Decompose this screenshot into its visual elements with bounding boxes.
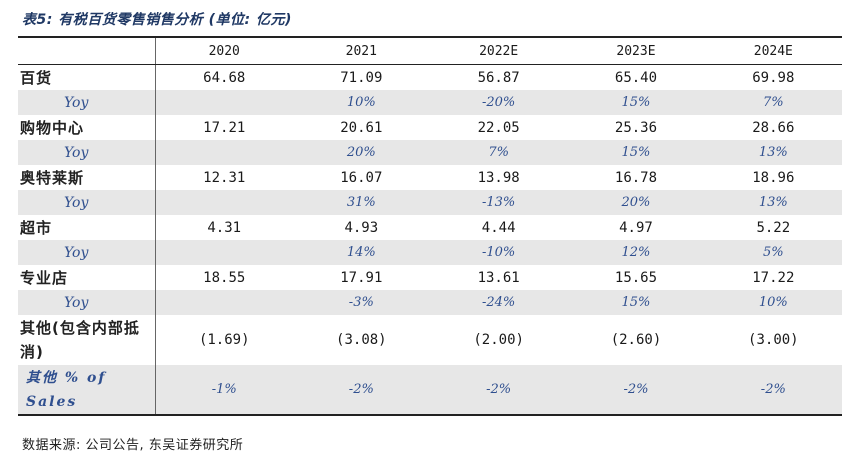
value-cell: -20% <box>429 90 568 115</box>
value-cell <box>155 90 293 115</box>
value-cell: 5% <box>704 240 842 265</box>
value-cell <box>155 140 293 165</box>
value-cell: (2.00) <box>473 332 524 348</box>
value-cell: -3% <box>292 290 430 315</box>
row-label: Yoy <box>18 240 156 265</box>
value-cell: 18.55 <box>203 269 246 286</box>
value-cell: 15% <box>567 90 705 115</box>
value-cell: 20.61 <box>340 119 383 136</box>
table-row: 其他 % of Sales -1% -2% -2% -2% -2% <box>18 365 842 416</box>
row-label: 其他(包含内部抵消) <box>18 315 156 365</box>
value-cell: 22.05 <box>477 119 520 136</box>
value-cell: (3.08) <box>336 332 387 348</box>
row-label: Yoy <box>18 190 156 215</box>
value-cell: 65.40 <box>614 69 658 86</box>
table-title: 表5: 有税百货零售销售分析 (单位: 亿元) <box>22 12 292 28</box>
value-cell: 14% <box>292 240 430 265</box>
table-row: Yoy 10% -20% 15% 7% <box>18 90 842 115</box>
value-cell: 15.65 <box>614 269 658 286</box>
value-cell: -24% <box>429 290 568 315</box>
value-cell: 4.97 <box>619 219 653 236</box>
row-label: 购物中心 <box>18 115 156 140</box>
value-cell: -10% <box>429 240 568 265</box>
value-cell: 13.98 <box>477 169 520 186</box>
value-cell: (1.69) <box>198 332 250 348</box>
header-cell-2024e: 2024E <box>704 36 842 65</box>
table-row: 专业店 18.55 17.91 13.61 15.65 17.22 <box>18 265 842 290</box>
value-cell: 20% <box>292 140 430 165</box>
value-cell: 17.91 <box>340 269 383 286</box>
value-cell: 18.96 <box>752 169 795 186</box>
value-cell: 12% <box>567 240 705 265</box>
value-cell: (2.60) <box>610 332 662 348</box>
value-cell <box>155 190 293 215</box>
value-cell: 69.98 <box>752 69 795 86</box>
row-label: Yoy <box>18 140 156 165</box>
table-row: 百货 64.68 71.09 56.87 65.40 69.98 <box>18 64 842 90</box>
header-cell-2021: 2021 <box>292 36 430 65</box>
row-label: 百货 <box>18 64 156 90</box>
header-cell-2022e: 2022E <box>429 36 568 65</box>
value-cell: -2% <box>292 365 430 416</box>
value-cell: 4.44 <box>481 219 516 236</box>
value-cell: 13% <box>704 140 842 165</box>
value-cell: -2% <box>567 365 705 416</box>
value-cell: 25.36 <box>614 119 658 136</box>
header-row: 2020 2021 2022E 2023E 2024E <box>18 36 842 65</box>
table-row: Yoy 20% 7% 15% 13% <box>18 140 842 165</box>
value-cell: 64.68 <box>203 69 246 86</box>
value-cell: 28.66 <box>752 119 795 136</box>
value-cell: 4.93 <box>344 219 379 236</box>
table-row: 其他(包含内部抵消) (1.69) (3.08) (2.00) (2.60) (… <box>18 315 842 365</box>
value-cell: -1% <box>155 365 293 416</box>
value-cell: 17.22 <box>752 269 795 286</box>
value-cell: 10% <box>292 90 430 115</box>
table-row: Yoy -3% -24% 15% 10% <box>18 290 842 315</box>
value-cell: -2% <box>429 365 568 416</box>
value-cell: 13.61 <box>477 269 520 286</box>
value-cell: 17.21 <box>203 119 246 136</box>
header-cell-corner <box>18 36 156 65</box>
value-cell: 7% <box>429 140 568 165</box>
value-cell: 12.31 <box>203 169 246 186</box>
source-note: 数据来源: 公司公告, 东吴证券研究所 <box>22 438 244 453</box>
value-cell: 56.87 <box>477 69 520 86</box>
row-label: 奥特莱斯 <box>18 165 156 190</box>
value-cell: 5.22 <box>756 219 791 236</box>
value-cell: 13% <box>704 190 842 215</box>
table-row: Yoy 31% -13% 20% 13% <box>18 190 842 215</box>
value-cell: 15% <box>567 290 705 315</box>
table-row: 奥特莱斯 12.31 16.07 13.98 16.78 18.96 <box>18 165 842 190</box>
value-cell: -2% <box>704 365 842 416</box>
header-cell-2020: 2020 <box>155 36 293 65</box>
table-row: 购物中心 17.21 20.61 22.05 25.36 28.66 <box>18 115 842 140</box>
value-cell: -13% <box>429 190 568 215</box>
row-label: 超市 <box>18 215 156 240</box>
header-cell-2023e: 2023E <box>567 36 705 65</box>
table-row: Yoy 14% -10% 12% 5% <box>18 240 842 265</box>
table-row: 超市 4.31 4.93 4.44 4.97 5.22 <box>18 215 842 240</box>
value-cell: 15% <box>567 140 705 165</box>
value-cell: 16.78 <box>614 169 658 186</box>
value-cell <box>155 240 293 265</box>
value-cell: (3.00) <box>748 332 799 348</box>
value-cell: 31% <box>292 190 430 215</box>
row-label: Yoy <box>18 90 156 115</box>
value-cell: 7% <box>704 90 842 115</box>
value-cell: 10% <box>704 290 842 315</box>
retail-sales-table: 2020 2021 2022E 2023E 2024E 百货 64.68 71.… <box>18 36 842 416</box>
value-cell: 4.31 <box>207 219 242 236</box>
row-label: Yoy <box>18 290 156 315</box>
row-label: 专业店 <box>18 265 156 290</box>
row-label: 其他 % of Sales <box>18 365 156 416</box>
value-cell <box>155 290 293 315</box>
value-cell: 16.07 <box>340 169 383 186</box>
value-cell: 20% <box>567 190 705 215</box>
value-cell: 71.09 <box>340 69 383 86</box>
